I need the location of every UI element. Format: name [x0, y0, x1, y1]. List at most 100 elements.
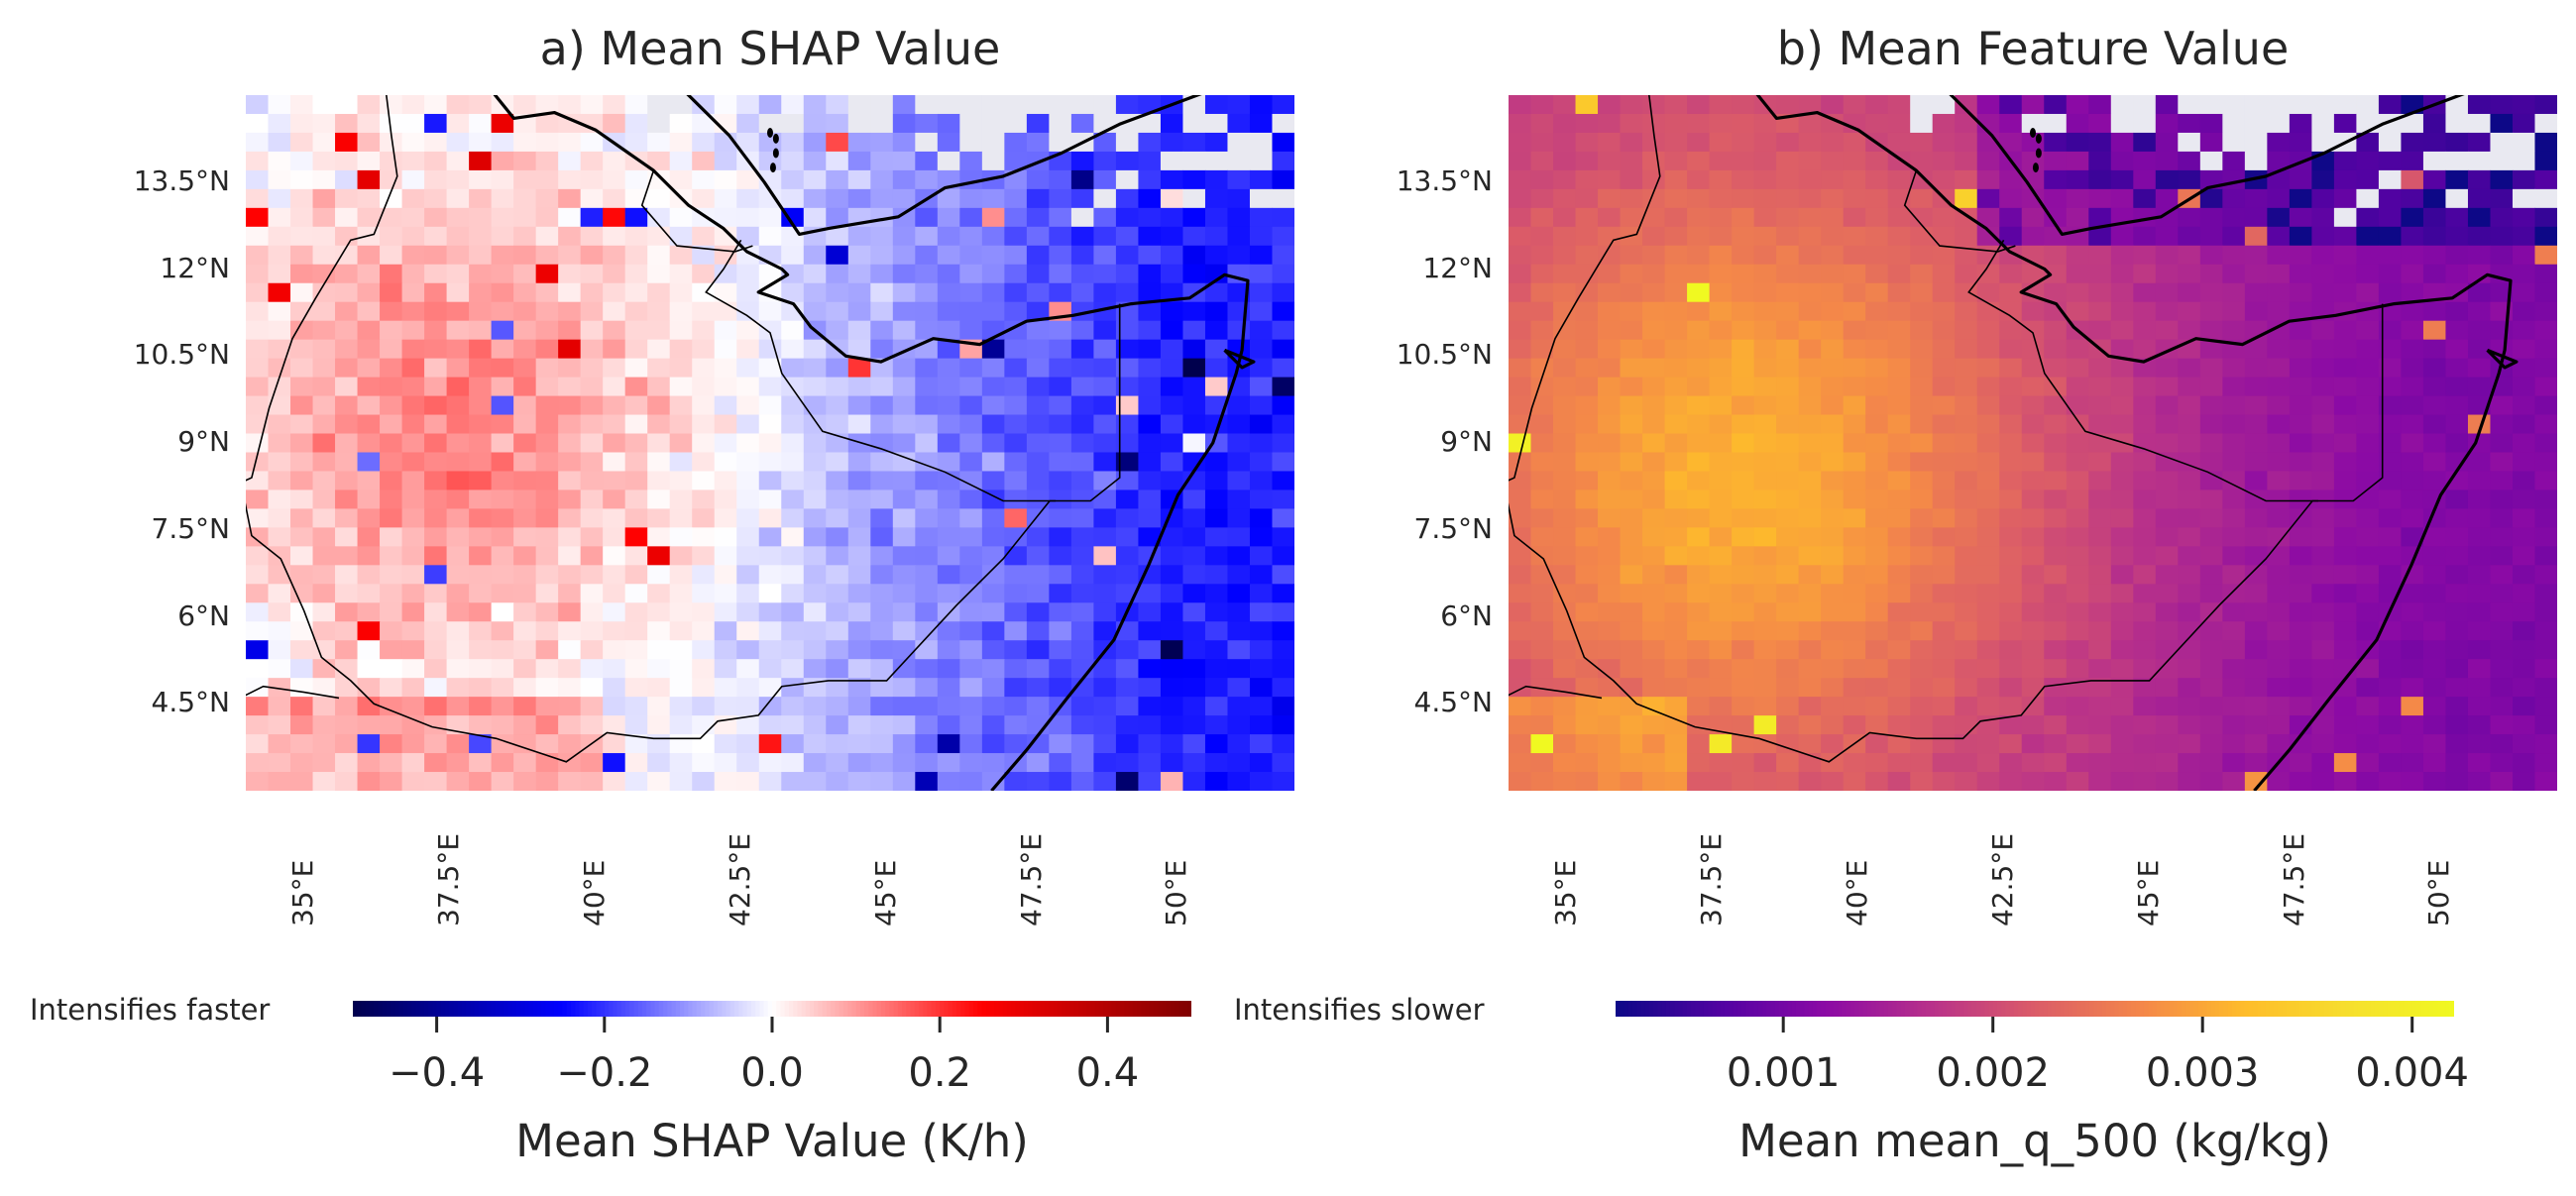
heatmap-cell [736, 301, 760, 322]
heatmap-cell [2021, 527, 2045, 547]
heatmap-cell [1798, 471, 1822, 491]
heatmap-cell [647, 621, 671, 641]
heatmap-cell [2333, 697, 2357, 716]
heatmap-cell [2356, 95, 2380, 115]
heatmap-cell [1910, 452, 1934, 473]
heatmap-cell [357, 207, 381, 228]
heatmap-cell [1509, 602, 1532, 622]
heatmap-cell [2422, 697, 2447, 716]
heatmap-cell [2244, 301, 2268, 322]
heatmap-cell [2222, 95, 2246, 115]
heatmap-cell [1687, 320, 1711, 341]
heatmap-cell [2178, 395, 2201, 416]
heatmap-cell [1687, 772, 1711, 791]
heatmap-cell [312, 621, 336, 641]
heatmap-cell [2422, 734, 2447, 754]
heatmap-cell [1687, 753, 1711, 773]
heatmap-cell [736, 113, 760, 134]
heatmap-cell [312, 395, 336, 416]
heatmap-cell [335, 697, 359, 716]
heatmap-cell [535, 640, 559, 660]
heatmap-cell [1887, 602, 1911, 622]
colorbar-segment [2072, 1001, 2077, 1017]
colorbar-segment [1774, 1001, 1780, 1017]
heatmap-cell [2401, 602, 2424, 622]
heatmap-cell [1753, 772, 1777, 791]
heatmap-cell [1732, 245, 1755, 266]
colorbar-segment [2437, 1001, 2442, 1017]
heatmap-cell [870, 132, 894, 153]
heatmap-cell [826, 414, 849, 435]
heatmap-cell [1664, 377, 1688, 397]
heatmap-cell [1227, 546, 1251, 566]
heatmap-cell [1776, 377, 1800, 397]
heatmap-cell [290, 301, 314, 322]
colorbar-segment [440, 1001, 446, 1017]
heatmap-cell [1204, 301, 1229, 322]
colorbar-segment [1178, 1001, 1184, 1017]
heatmap-cell [1976, 169, 2000, 190]
heatmap-cell [1865, 602, 1889, 622]
heatmap-cell [446, 584, 470, 603]
heatmap-cell [2267, 565, 2291, 585]
heatmap-cell [1821, 377, 1845, 397]
colorbar-segment [738, 1001, 743, 1017]
heatmap-cell [1509, 697, 1532, 716]
heatmap-cell [1955, 320, 1978, 341]
heatmap-cell [847, 659, 871, 679]
heatmap-cell [1530, 621, 1554, 641]
heatmap-cell [380, 245, 403, 266]
heatmap-cell [1976, 264, 2000, 284]
heatmap-cell [1509, 678, 1532, 698]
heatmap-cell [1115, 95, 1140, 115]
colorbar-segment [1624, 1001, 1629, 1017]
heatmap-cell [1843, 377, 1866, 397]
heatmap-cell [1776, 546, 1800, 566]
heatmap-cell [1999, 113, 2023, 134]
heatmap-cell [2066, 640, 2089, 660]
colorbar-segment [2370, 1001, 2376, 1017]
heatmap-cell [2133, 602, 2157, 622]
heatmap-cell [959, 264, 983, 284]
heatmap-cell [2044, 358, 2068, 379]
heatmap-cell [2088, 320, 2112, 341]
heatmap-cell [1999, 414, 2023, 435]
heatmap-cell [1070, 264, 1094, 284]
heatmap-cell [1115, 715, 1140, 735]
heatmap-cell [491, 753, 514, 773]
heatmap-cell [1227, 640, 1251, 660]
heatmap-cell [915, 301, 939, 322]
heatmap-cell [1138, 659, 1162, 679]
heatmap-cell [2088, 678, 2112, 698]
heatmap-cell [1955, 527, 1978, 547]
heatmap-cell [446, 95, 470, 115]
colorbar-segment [663, 1001, 668, 1017]
heatmap-cell [513, 489, 537, 509]
heatmap-cell [714, 264, 737, 284]
colorbar-segment [2001, 1001, 2006, 1017]
heatmap-cell [1776, 169, 1800, 190]
heatmap-cell [2244, 395, 2268, 416]
heatmap-cell [380, 621, 403, 641]
heatmap-cell [1776, 602, 1800, 622]
heatmap-cell [2066, 772, 2089, 791]
heatmap-cell [2110, 489, 2134, 509]
heatmap-cell [1598, 602, 1622, 622]
heatmap-cell [580, 715, 604, 735]
heatmap-cell [2333, 169, 2357, 190]
colorbar-segment [1124, 1001, 1130, 1017]
heatmap-cell [446, 527, 470, 547]
heatmap-cell [758, 113, 782, 134]
heatmap-cell [892, 95, 916, 115]
heatmap-cell [513, 734, 537, 754]
heatmap-cell [1070, 602, 1094, 622]
heatmap-cell [1026, 169, 1050, 190]
colorbar-segment [1631, 1001, 1637, 1017]
heatmap-cell [1732, 264, 1755, 284]
heatmap-cell [692, 132, 716, 153]
heatmap-cell [959, 207, 983, 228]
heatmap-cell [2267, 452, 2291, 473]
heatmap-cell [2155, 95, 2179, 115]
heatmap-cell [268, 772, 291, 791]
heatmap-cell [2066, 132, 2089, 153]
